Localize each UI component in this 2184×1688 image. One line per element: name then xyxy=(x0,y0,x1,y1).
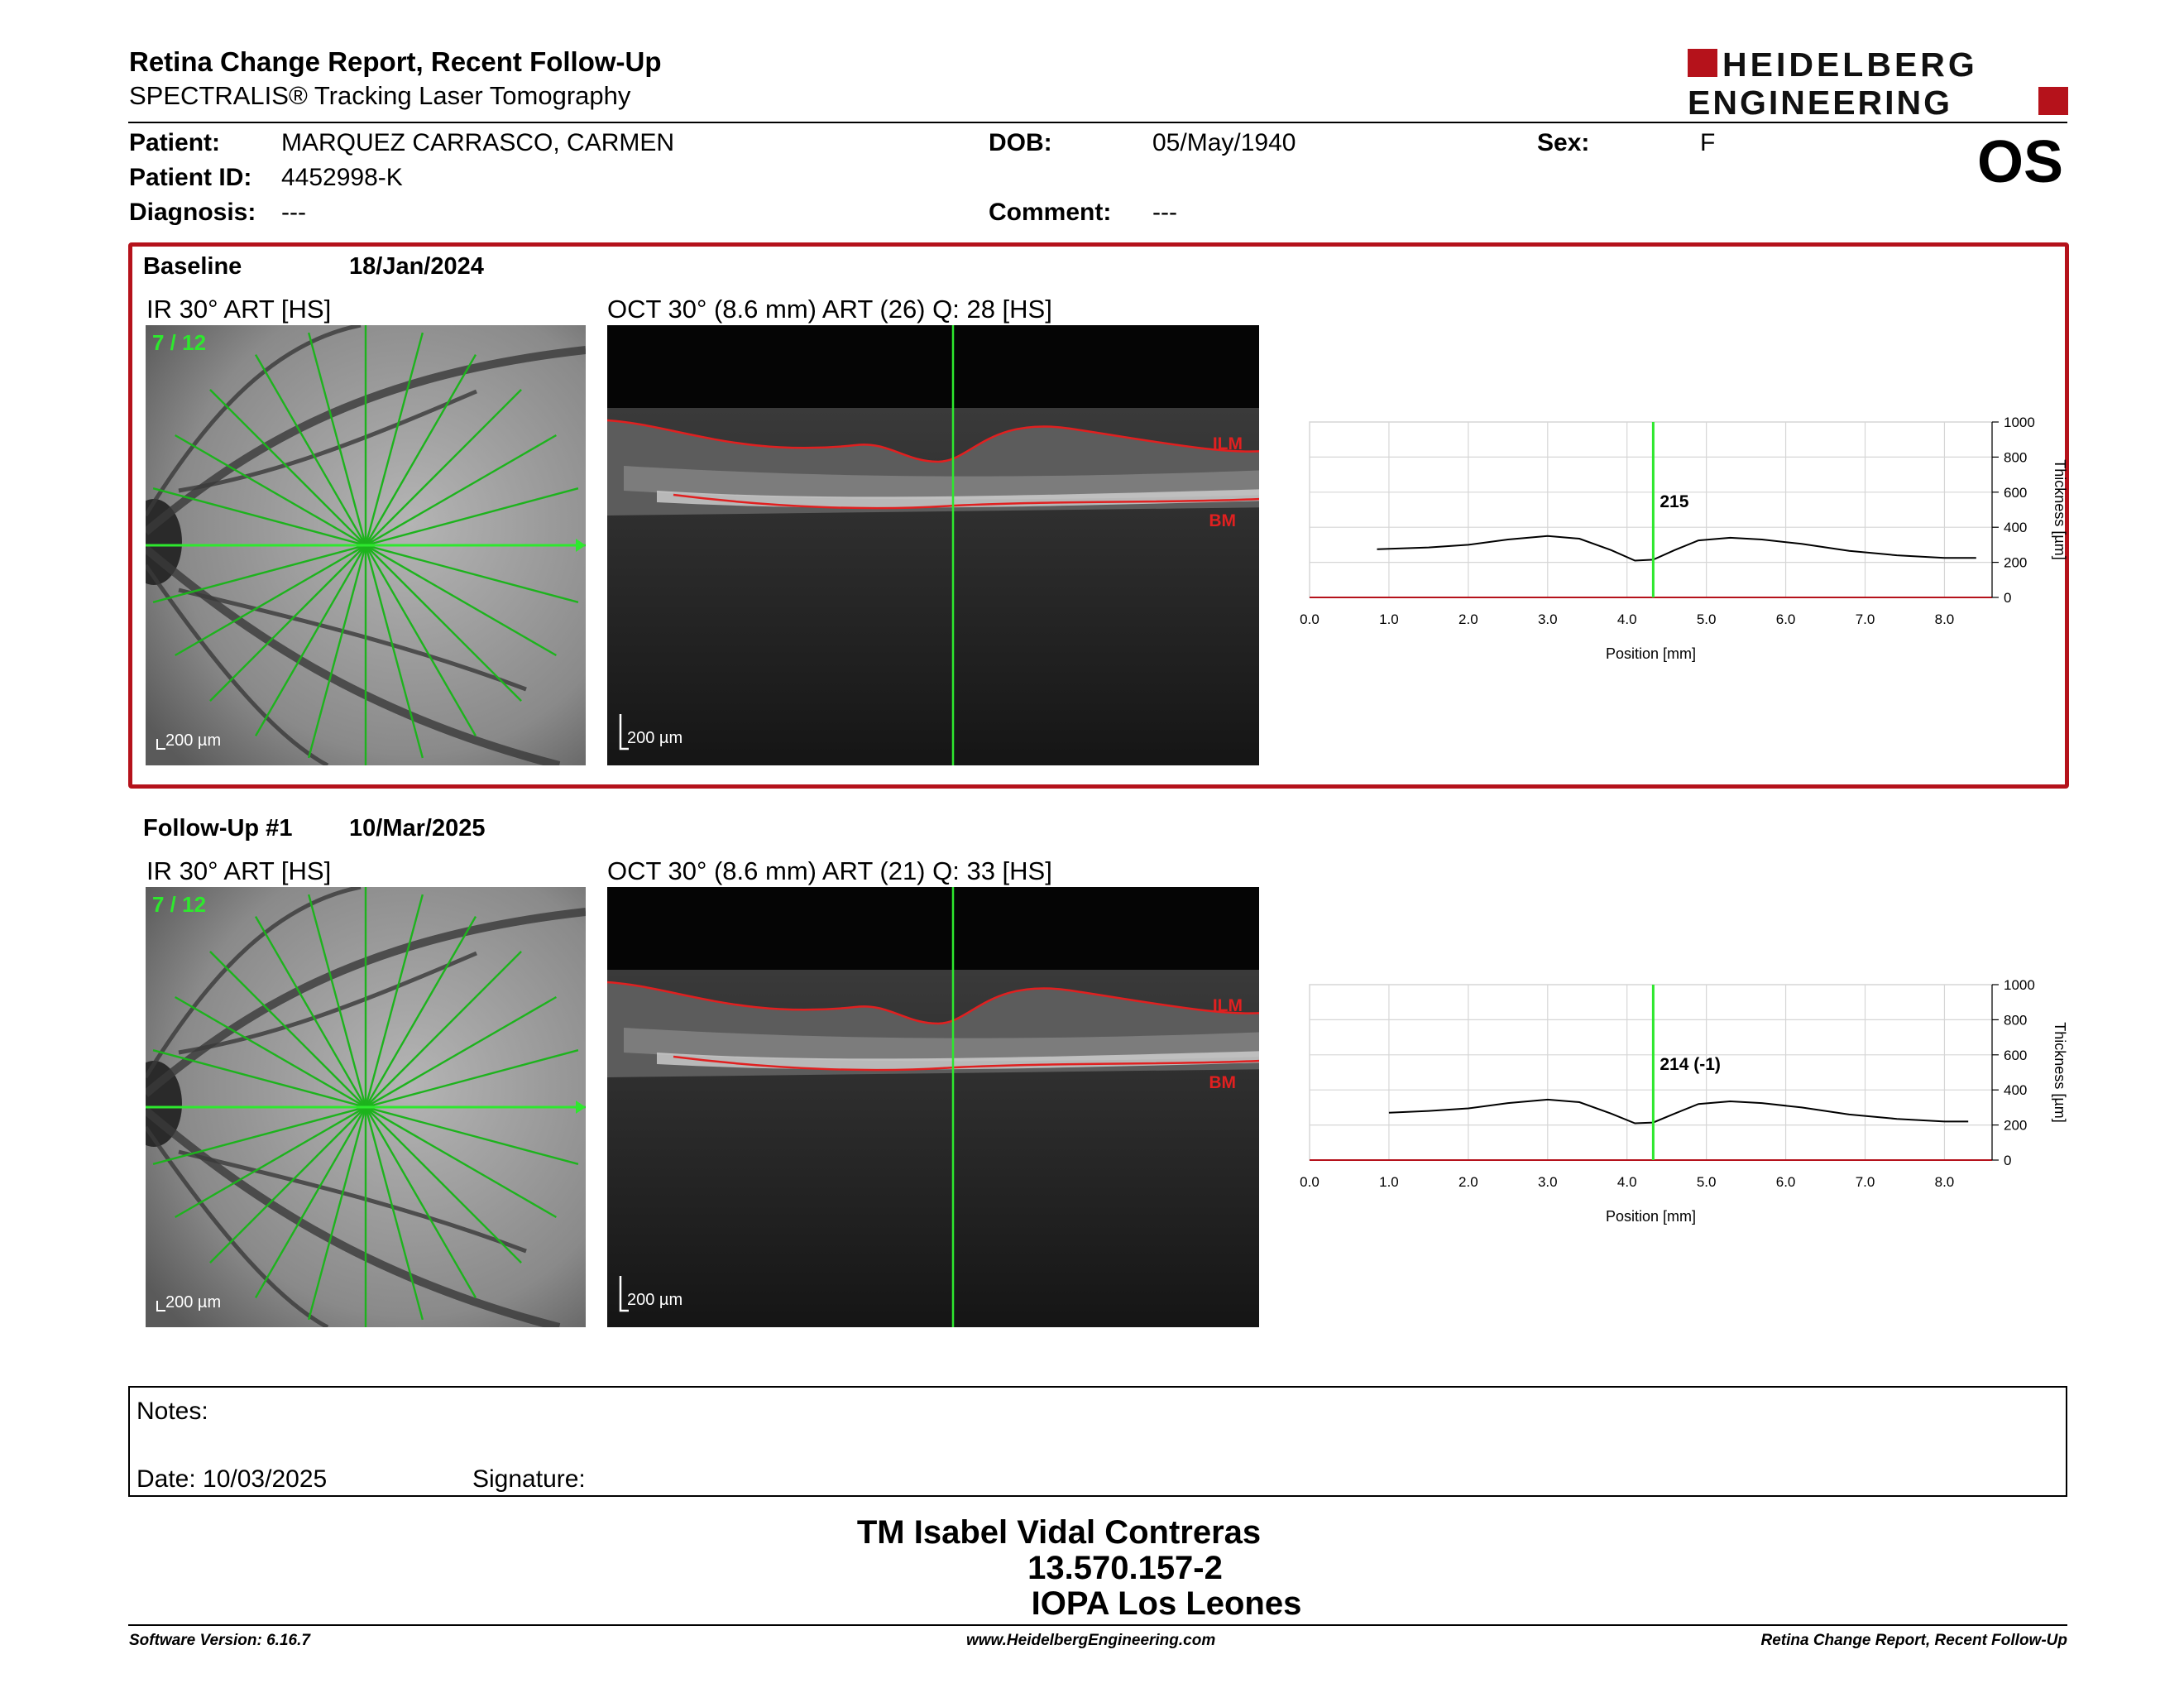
x-tick-label: 4.0 xyxy=(1617,1174,1637,1190)
ilm-layer-label: ILM xyxy=(1213,434,1243,453)
footer-report-name: Retina Change Report, Recent Follow-Up xyxy=(1760,1632,2067,1649)
y-tick-label: 400 xyxy=(2004,1082,2027,1098)
thickness-profile-line xyxy=(1377,535,1976,562)
comment-value: --- xyxy=(1152,199,1177,226)
y-tick-label: 800 xyxy=(2004,1012,2027,1028)
x-tick-label: 8.0 xyxy=(1935,1174,1955,1190)
x-tick-label: 2.0 xyxy=(1458,1174,1478,1190)
x-tick-label: 8.0 xyxy=(1935,611,1955,627)
thickness-profile-line xyxy=(1388,1098,1969,1125)
dob-value: 05/May/1940 xyxy=(1152,129,1296,156)
oct-scale-bar-label: 200 µm xyxy=(627,729,682,747)
followup-ir-label: IR 30° ART [HS] xyxy=(146,856,332,885)
sex-label: Sex: xyxy=(1537,129,1590,156)
oct-scale-bar-label: 200 µm xyxy=(627,1291,682,1309)
eye-indicator: OS xyxy=(1977,129,2064,195)
x-tick-label: 6.0 xyxy=(1776,1174,1796,1190)
notes-label: Notes: xyxy=(136,1398,208,1425)
footer-website: www.HeidelbergEngineering.com xyxy=(966,1632,1216,1649)
y-tick-label: 1000 xyxy=(2004,977,2035,993)
followup-oct-label: OCT 30° (8.6 mm) ART (21) Q: 33 [HS] xyxy=(607,856,1052,885)
x-tick-label: 1.0 xyxy=(1379,611,1399,627)
ir-scale-bar-label: 200 µm xyxy=(165,1293,221,1312)
patient-id: 4452998-K xyxy=(281,164,403,191)
x-tick-label: 0.0 xyxy=(1300,611,1320,627)
comment-label: Comment: xyxy=(989,199,1112,226)
patient-id-label: Patient ID: xyxy=(129,164,252,191)
followup-ir-fundus-image: 7 / 12 200 µm xyxy=(146,887,586,1327)
dob-label: DOB: xyxy=(989,129,1052,156)
y-axis-label: Thickness [µm] xyxy=(2052,1022,2068,1122)
diagnosis-label: Diagnosis: xyxy=(129,199,256,226)
baseline-oct-bscan-image: ILM BM 200 µm xyxy=(607,325,1289,765)
x-tick-label: 4.0 xyxy=(1617,611,1637,627)
y-tick-label: 1000 xyxy=(2004,415,2035,430)
heidelberg-logo: HEIDELBERG ENGINEERING xyxy=(1688,46,2068,120)
clinic-name: IOPA Los Leones xyxy=(1031,1585,1302,1622)
patient-label: Patient: xyxy=(129,129,221,156)
followup-title: Follow-Up #1 xyxy=(143,815,293,842)
followup-oct-bscan-image: ILM BM 200 µm xyxy=(607,887,1289,1327)
technician-name: TM Isabel Vidal Contreras xyxy=(856,1514,1262,1551)
svg-text:ENGINEERING: ENGINEERING xyxy=(1688,84,1952,120)
diagnosis-value: --- xyxy=(281,199,306,226)
patient-name: MARQUEZ CARRASCO, CARMEN xyxy=(281,129,675,156)
ir-scale-bar-label: 200 µm xyxy=(165,731,221,750)
x-tick-label: 3.0 xyxy=(1538,1174,1558,1190)
svg-text:HEIDELBERG: HEIDELBERG xyxy=(1722,46,1978,84)
y-tick-label: 200 xyxy=(2004,555,2027,571)
sex-value: F xyxy=(1700,129,1716,156)
followup-date: 10/Mar/2025 xyxy=(349,815,486,842)
y-tick-label: 0 xyxy=(2004,1153,2011,1168)
software-version: Software Version: 6.16.7 xyxy=(129,1632,310,1649)
x-tick-label: 3.0 xyxy=(1538,611,1558,627)
bm-layer-label: BM xyxy=(1209,511,1236,530)
x-tick-label: 5.0 xyxy=(1697,611,1717,627)
baseline-oct-label: OCT 30° (8.6 mm) ART (26) Q: 28 [HS] xyxy=(607,295,1052,324)
baseline-ir-fundus-image: 7 / 12 200 µm xyxy=(146,325,586,765)
y-tick-label: 0 xyxy=(2004,590,2011,606)
x-tick-label: 5.0 xyxy=(1697,1174,1717,1190)
y-tick-label: 800 xyxy=(2004,449,2027,465)
y-tick-label: 200 xyxy=(2004,1118,2027,1134)
y-tick-label: 600 xyxy=(2004,1048,2027,1063)
x-axis-label: Position [mm] xyxy=(1606,645,1696,662)
y-tick-label: 400 xyxy=(2004,520,2027,535)
ilm-layer-label: ILM xyxy=(1213,996,1243,1015)
signature-label: Signature: xyxy=(472,1465,586,1493)
baseline-title: Baseline xyxy=(143,253,242,280)
scan-index-label: 7 / 12 xyxy=(152,892,206,917)
baseline-ir-label: IR 30° ART [HS] xyxy=(146,295,332,324)
baseline-highlight-box xyxy=(128,242,2069,789)
baseline-date: 18/Jan/2024 xyxy=(349,253,484,280)
y-tick-label: 600 xyxy=(2004,485,2027,501)
technician-rut: 13.570.157-2 xyxy=(1027,1550,1223,1586)
scan-index-label: 7 / 12 xyxy=(152,330,206,355)
followup-thickness-chart: 0.0 1.0 2.0 3.0 4.0 5.0 6.0 7.0 8.0 0 200 400 600 800… xyxy=(1300,977,2068,1225)
baseline-thickness-chart: 0.0 1.0 2.0 3.0 4.0 5.0 6.0 7.0 8.0 0 200 400 600 800… xyxy=(1300,415,2068,662)
notes-box: Notes: Date: 10/03/2025 Signature: xyxy=(128,1386,2067,1497)
x-axis-label: Position [mm] xyxy=(1606,1208,1696,1225)
x-tick-label: 7.0 xyxy=(1856,1174,1875,1190)
cursor-thickness-value: 215 xyxy=(1660,492,1688,511)
report-title: Retina Change Report, Recent Follow-Up xyxy=(129,46,662,77)
x-tick-label: 1.0 xyxy=(1379,1174,1399,1190)
bm-layer-label: BM xyxy=(1209,1073,1236,1092)
y-axis-label: Thickness [µm] xyxy=(2052,459,2068,559)
x-tick-label: 7.0 xyxy=(1856,611,1875,627)
report-subtitle: SPECTRALIS® Tracking Laser Tomography xyxy=(129,81,631,110)
x-tick-label: 6.0 xyxy=(1776,611,1796,627)
cursor-thickness-value: 214 (-1) xyxy=(1660,1055,1721,1074)
x-tick-label: 0.0 xyxy=(1300,1174,1320,1190)
notes-date: Date: 10/03/2025 xyxy=(136,1465,328,1493)
x-tick-label: 2.0 xyxy=(1458,611,1478,627)
